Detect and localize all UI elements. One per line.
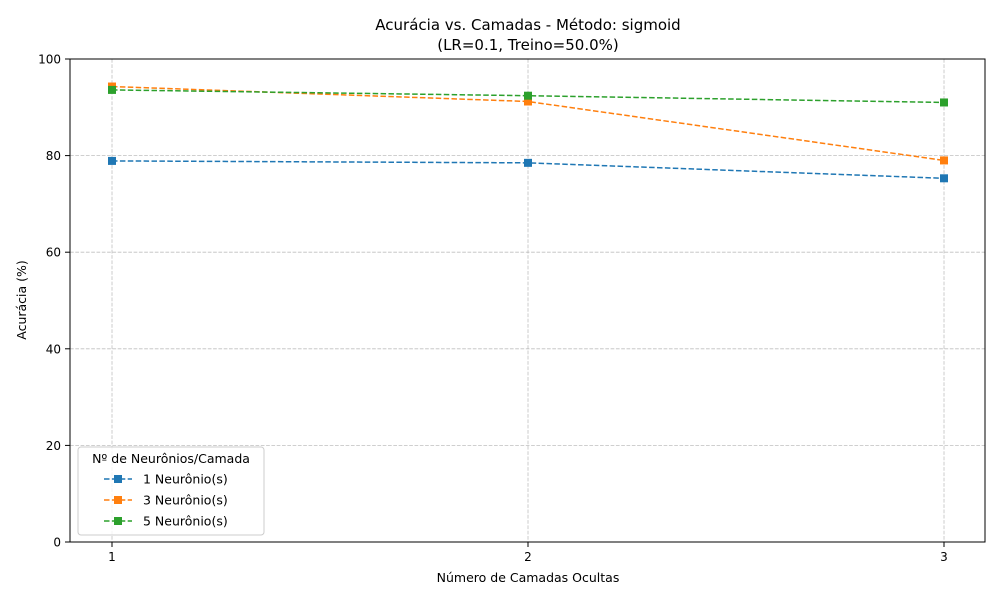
chart-subtitle: (LR=0.1, Treino=50.0%) (437, 36, 619, 54)
data-point (524, 97, 532, 106)
y-tick-label: 0 (53, 536, 61, 550)
series-1 (108, 156, 948, 183)
chart-title: Acurácia vs. Camadas - Método: sigmoid (375, 16, 680, 34)
data-point (108, 156, 116, 165)
y-tick-label: 40 (46, 342, 61, 356)
x-tick-label: 1 (108, 550, 116, 564)
data-point (524, 91, 532, 100)
x-tick-label: 2 (524, 550, 532, 564)
data-point (940, 98, 948, 107)
legend-marker (114, 475, 122, 483)
legend-entry: 1 Neurônio(s) (104, 472, 228, 487)
legend-label: 3 Neurônio(s) (143, 493, 228, 508)
y-axis-title: Acurácia (%) (14, 260, 29, 340)
legend-marker (114, 517, 122, 525)
x-axis: 1 2 3 (108, 542, 948, 564)
legend-entry: 3 Neurônio(s) (104, 493, 228, 508)
x-axis-title: Número de Camadas Ocultas (437, 570, 620, 585)
data-point (940, 174, 948, 183)
grid (70, 59, 985, 542)
data-point (940, 156, 948, 165)
legend-entry: 5 Neurônio(s) (104, 514, 228, 529)
data-point (108, 85, 116, 94)
data-point (524, 158, 532, 167)
y-tick-label: 60 (46, 246, 61, 260)
y-axis: 0 20 40 60 80 100 (38, 53, 70, 550)
x-tick-label: 3 (940, 550, 948, 564)
plot-series (108, 82, 948, 183)
legend-title: Nº de Neurônios/Camada (92, 451, 250, 466)
legend: Nº de Neurônios/Camada 1 Neurônio(s) 3 Ne… (77, 446, 265, 536)
legend-box (77, 446, 265, 536)
legend-marker (114, 496, 122, 504)
series-3 (108, 85, 948, 107)
y-tick-label: 100 (38, 53, 61, 67)
y-tick-label: 20 (46, 439, 61, 453)
legend-label: 5 Neurônio(s) (143, 514, 228, 529)
legend-label: 1 Neurônio(s) (143, 472, 228, 487)
y-tick-label: 80 (46, 149, 61, 163)
